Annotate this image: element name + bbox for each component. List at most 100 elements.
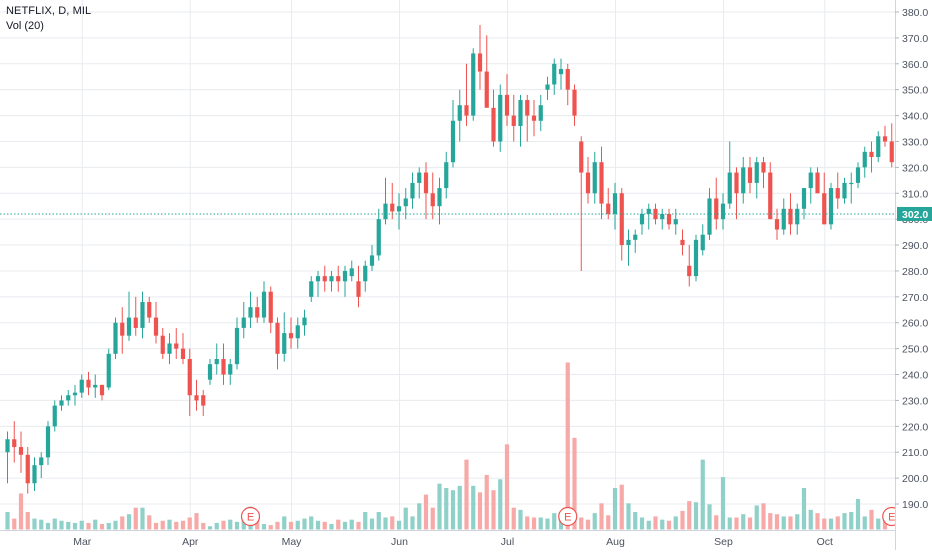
volume-bar	[106, 522, 111, 530]
price-axis-tick-label: 350.0	[902, 85, 928, 97]
earnings-marker-icon[interactable]	[558, 506, 578, 527]
volume-bar	[531, 517, 537, 530]
volume-bar	[329, 524, 334, 530]
price-axis-tick-label: 330.0	[902, 136, 928, 148]
candle-body	[491, 107, 496, 142]
candle-body	[606, 203, 611, 214]
candle-body	[275, 322, 280, 354]
candle-body	[255, 307, 260, 318]
volume-bar	[565, 362, 570, 530]
earnings-marker-icon[interactable]	[240, 506, 261, 527]
candle-body	[646, 208, 651, 214]
volume-bar	[167, 519, 172, 530]
volume-bar	[882, 517, 888, 530]
price-axis-tick-label: 320.0	[902, 162, 928, 174]
volume-bar	[295, 520, 300, 530]
price-axis-tick-label: 340.0	[902, 111, 928, 123]
volume-bar	[835, 516, 840, 530]
candle-body	[72, 392, 78, 396]
volume-bar	[815, 513, 820, 530]
price-axis-tick-label: 250.0	[902, 344, 928, 356]
time-axis-tick-label: Mar	[73, 536, 92, 548]
volume-bar	[801, 488, 807, 530]
earnings-marker-label[interactable]: E	[247, 512, 254, 524]
candle-body	[59, 400, 64, 406]
time-axis-tick-label: Aug	[606, 536, 625, 548]
candle-body	[12, 439, 17, 448]
candle-body	[592, 162, 597, 194]
price-axis-tick-label: 190.0	[902, 499, 928, 511]
candle-body	[248, 307, 253, 318]
candle-body	[86, 379, 91, 388]
candle-body	[282, 333, 287, 354]
candle-body	[214, 358, 219, 365]
volume-bar	[336, 519, 341, 530]
candle-body	[889, 141, 894, 163]
volume-bar	[430, 507, 435, 530]
volume-bar	[673, 516, 678, 530]
volume-bar	[113, 520, 118, 530]
price-axis-tick-label: 220.0	[902, 421, 928, 433]
earnings-marker-label[interactable]: E	[564, 512, 571, 524]
candle-body	[437, 188, 442, 207]
candle-body	[842, 182, 847, 199]
candle-body	[572, 89, 577, 116]
earnings-marker-label[interactable]: E	[888, 512, 895, 524]
candle-body	[140, 302, 145, 328]
volume-bar	[633, 512, 638, 530]
candle-body	[680, 239, 685, 246]
volume-bar	[545, 518, 550, 530]
volume-bar	[363, 512, 368, 530]
volume-bar	[761, 503, 766, 530]
volume-bar	[653, 516, 658, 530]
candle-body	[167, 343, 172, 354]
volume-bar	[356, 521, 361, 530]
candle-body	[633, 234, 638, 240]
volume-bar	[660, 519, 665, 530]
volume-bar	[680, 510, 685, 530]
volume-bar	[774, 514, 780, 530]
volume-bar	[99, 524, 105, 530]
candle-body	[120, 322, 125, 336]
volume-bar	[666, 520, 672, 530]
price-axis-panel	[895, 0, 932, 550]
candle-body	[579, 141, 584, 173]
price-axis-tick-label: 200.0	[902, 473, 928, 485]
price-axis-tick-label: 380.0	[902, 7, 928, 19]
volume-bar	[876, 518, 881, 530]
volume-bar	[511, 507, 516, 530]
volume-bar	[822, 518, 827, 530]
volume-bar	[187, 517, 192, 530]
candle-body	[174, 343, 179, 349]
volume-bar	[734, 517, 739, 530]
candle-body	[673, 219, 678, 225]
volume-bar	[619, 484, 624, 530]
volume-bar	[126, 514, 132, 530]
time-axis-tick-label: Jun	[391, 536, 408, 548]
candle-body	[234, 327, 240, 365]
candle-body	[336, 276, 341, 282]
volume-indicator-label: Vol (20)	[6, 20, 44, 32]
chart-symbol-title: NETFLIX, D, MIL	[6, 5, 92, 17]
volume-bar	[214, 522, 219, 530]
volume-bar	[390, 516, 395, 530]
candle-body	[403, 198, 408, 207]
candle-body	[126, 317, 132, 336]
candle-body	[133, 317, 138, 328]
candle-body	[32, 465, 37, 484]
volume-bar	[700, 459, 705, 530]
candle-body	[241, 317, 246, 328]
time-axis-tick-label: Apr	[182, 536, 199, 548]
volume-bar	[788, 516, 793, 530]
candle-body	[815, 172, 820, 194]
volume-bar	[471, 485, 476, 530]
volume-bar	[275, 521, 280, 530]
volume-bar	[410, 516, 415, 530]
candle-body	[822, 193, 827, 225]
volume-bar	[781, 516, 786, 530]
candle-body	[727, 172, 732, 204]
volume-bar	[120, 516, 125, 530]
volume-bar	[234, 521, 240, 530]
